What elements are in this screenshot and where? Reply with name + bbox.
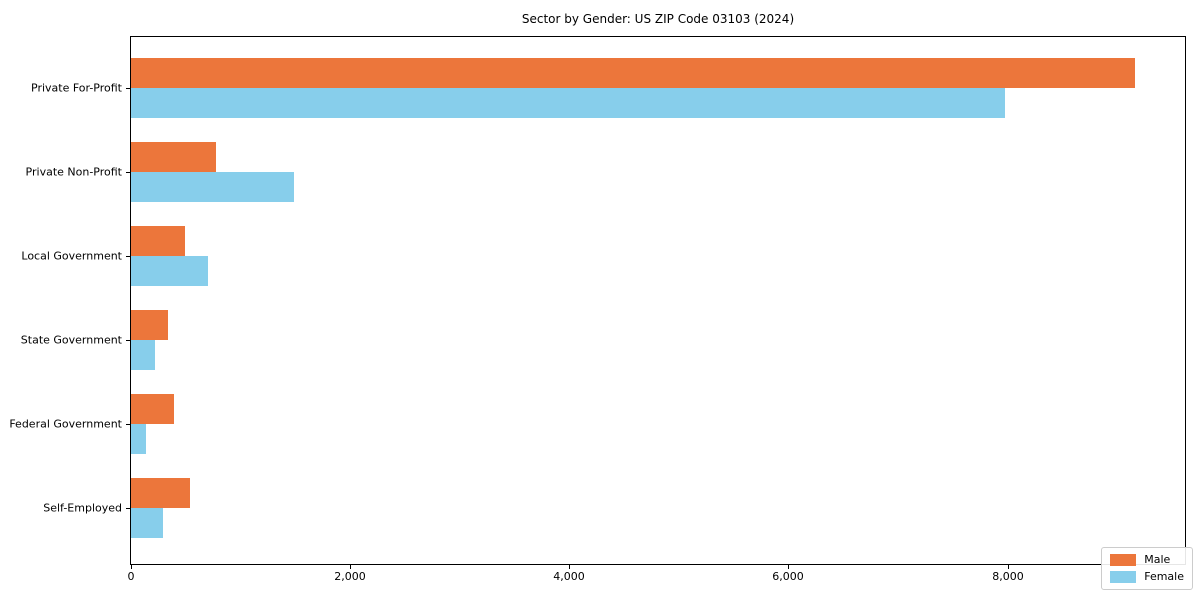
bar-female-federal-government [131,424,146,454]
x-tick-0 [131,565,132,569]
plot-area: Private For-Profit Private Non-Profit Loca… [9,36,1186,583]
legend-row-male: Male [1110,554,1184,566]
bar-male-local-government [131,226,185,256]
legend-swatch-male [1110,554,1137,566]
y-tick-federal-government [126,424,130,425]
y-tick-private-for-profit [126,88,130,89]
legend: Male Female [1101,547,1193,590]
bar-female-private-non-profit [131,172,294,202]
x-tick-6000 [788,565,789,569]
legend-swatch-female [1110,571,1137,583]
y-label-state-government: State Government [20,333,122,347]
bar-female-private-for-profit [131,88,1005,118]
bar-male-private-non-profit [131,142,216,172]
y-label-federal-government: Federal Government [9,417,122,431]
bar-male-federal-government [131,394,174,424]
x-label-4000: 4,000 [553,570,585,583]
y-tick-state-government [126,340,130,341]
x-label-2000: 2,000 [334,570,366,583]
legend-label-male: Male [1144,553,1171,566]
y-label-local-government: Local Government [21,249,122,263]
x-tick-2000 [350,565,351,569]
legend-row-female: Female [1110,571,1184,583]
chart-title: Sector by Gender: US ZIP Code 03103 (202… [521,12,795,26]
x-tick-4000 [569,565,570,569]
y-tick-private-non-profit [126,172,130,173]
y-tick-local-government [126,256,130,257]
bar-male-self-employed [131,478,190,508]
bar-male-private-for-profit [131,58,1135,88]
x-label-0: 0 [127,570,135,583]
y-label-private-non-profit: Private Non-Profit [25,165,122,179]
bar-female-self-employed [131,508,163,538]
legend-label-female: Female [1144,570,1184,583]
y-tick-self-employed [126,508,130,509]
x-tick-8000 [1008,565,1009,569]
bar-male-state-government [131,310,168,340]
x-label-6000: 6,000 [772,570,804,583]
y-label-self-employed: Self-Employed [43,501,122,515]
y-label-private-for-profit: Private For-Profit [31,81,122,95]
x-label-8000: 8,000 [992,570,1024,583]
bar-female-local-government [131,256,208,286]
bar-female-state-government [131,340,155,370]
